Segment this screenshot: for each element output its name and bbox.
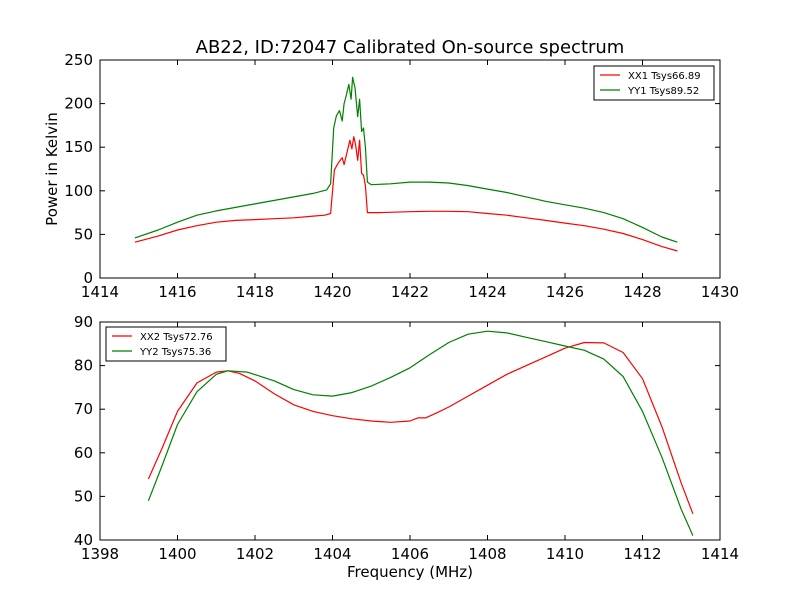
y-tick-label: 60: [74, 444, 93, 462]
x-tick-label: 1406: [391, 545, 429, 563]
x-tick-label: 1420: [313, 283, 351, 301]
x-tick-label: 1422: [391, 283, 429, 301]
legend-box: [105, 326, 227, 362]
x-tick-label: 1414: [81, 283, 119, 301]
y-tick-label: 90: [74, 313, 93, 331]
x-tick-label: 1408: [468, 545, 506, 563]
bottom-panel: 1398 1400 1402 1404 1406 1408 1410 1412 1414 40 50…: [74, 313, 739, 581]
y-tick-label: 100: [64, 182, 93, 200]
plot-area: [147, 330, 694, 536]
series-line-1: [147, 341, 694, 515]
x-tick-label: 1416: [158, 283, 196, 301]
y-tick-label: 50: [74, 225, 93, 243]
legend-label-1: XX1 Tsys66.89: [628, 71, 701, 82]
y-tick-label: 70: [74, 400, 93, 418]
x-tick-label: 1426: [546, 283, 584, 301]
x-tick-label: 1398: [81, 545, 119, 563]
x-tick-label: 1418: [236, 283, 274, 301]
series-line-2: [134, 76, 678, 243]
y-axis-label: Power in Kelvin: [43, 112, 61, 226]
x-tick-label: 1412: [623, 545, 661, 563]
x-tick-label: 1402: [236, 545, 274, 563]
x-axis-label: Frequency (MHz): [347, 563, 473, 581]
x-tick-label: 1400: [158, 545, 196, 563]
x-tick-label: 1430: [701, 283, 739, 301]
y-tick-label: 200: [64, 95, 93, 113]
y-tick-label: 40: [74, 531, 93, 549]
legend: XX1 Tsys66.89 YY1 Tsys89.52: [593, 65, 715, 101]
figure-title: AB22, ID:72047 Calibrated On-source spec…: [196, 37, 625, 58]
legend-label-2: YY2 Tsys75.36: [139, 347, 211, 358]
y-tick-label: 150: [64, 138, 93, 156]
legend-label-2: YY1 Tsys89.52: [627, 86, 699, 97]
series-line-1: [134, 136, 678, 252]
legend-label-1: XX2 Tsys72.76: [140, 332, 213, 343]
legend: XX2 Tsys72.76 YY2 Tsys75.36: [105, 326, 227, 362]
x-tick-label: 1424: [468, 283, 506, 301]
y-tick-label: 0: [83, 269, 93, 287]
plot-area: [134, 76, 678, 252]
x-tick-label: 1428: [623, 283, 661, 301]
x-tick-label: 1410: [546, 545, 584, 563]
legend-box: [593, 65, 715, 101]
y-tick-label: 80: [74, 357, 93, 375]
top-panel: 1414 1416 1418 1420 1422 1424 1426 1428 1430 0 50 1…: [43, 51, 739, 301]
x-tick-label: 1414: [701, 545, 739, 563]
series-line-2: [147, 330, 694, 536]
y-tick-label: 50: [74, 487, 93, 505]
x-tick-label: 1404: [313, 545, 351, 563]
y-tick-label: 250: [64, 51, 93, 69]
